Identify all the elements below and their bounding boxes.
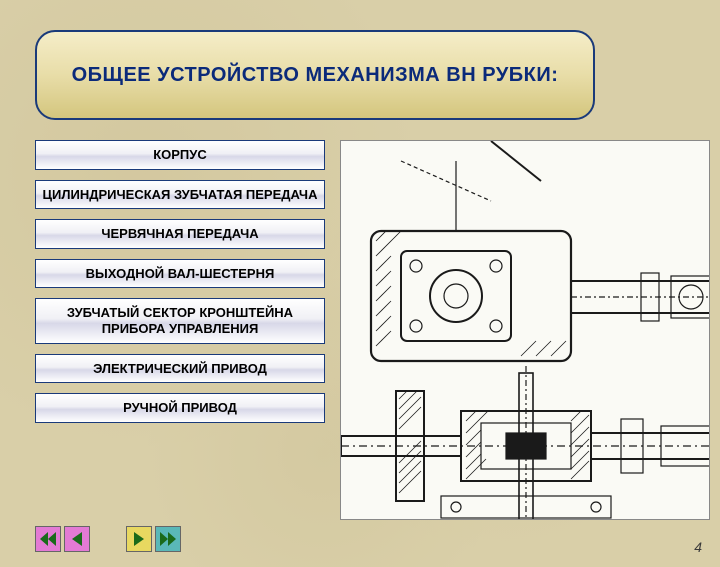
slide-title: ОБЩЕЕ УСТРОЙСТВО МЕХАНИЗМА ВН РУБКИ: <box>72 64 559 87</box>
nav-last-button[interactable] <box>155 526 181 552</box>
menu-item-korpus[interactable]: КОРПУС <box>35 140 325 170</box>
menu-item-cylindrical-gear[interactable]: ЦИЛИНДРИЧЕСКАЯ ЗУБЧАТАЯ ПЕРЕДАЧА <box>35 180 325 210</box>
menu-label: ЭЛЕКТРИЧЕСКИЙ ПРИВОД <box>93 361 267 377</box>
last-icon <box>160 532 176 546</box>
menu-label: ВЫХОДНОЙ ВАЛ-ШЕСТЕРНЯ <box>86 266 275 282</box>
menu-list: КОРПУС ЦИЛИНДРИЧЕСКАЯ ЗУБЧАТАЯ ПЕРЕДАЧА … <box>35 140 325 423</box>
menu-item-gear-sector[interactable]: ЗУБЧАТЫЙ СЕКТОР КРОНШТЕЙНА ПРИБОРА УПРАВ… <box>35 298 325 343</box>
nav-first-button[interactable] <box>35 526 61 552</box>
technical-diagram <box>340 140 710 520</box>
menu-item-electric-drive[interactable]: ЭЛЕКТРИЧЕСКИЙ ПРИВОД <box>35 354 325 384</box>
menu-label: ЗУБЧАТЫЙ СЕКТОР КРОНШТЕЙНА ПРИБОРА УПРАВ… <box>40 305 320 336</box>
next-icon <box>132 532 146 546</box>
menu-label: РУЧНОЙ ПРИВОД <box>123 400 237 416</box>
menu-label: ЧЕРВЯЧНАЯ ПЕРЕДАЧА <box>101 226 258 242</box>
nav-prev-button[interactable] <box>64 526 90 552</box>
menu-item-manual-drive[interactable]: РУЧНОЙ ПРИВОД <box>35 393 325 423</box>
nav-next-button[interactable] <box>126 526 152 552</box>
menu-item-output-shaft[interactable]: ВЫХОДНОЙ ВАЛ-ШЕСТЕРНЯ <box>35 259 325 289</box>
page-number: 4 <box>694 539 702 555</box>
first-icon <box>40 532 56 546</box>
menu-label: КОРПУС <box>153 147 207 163</box>
menu-label: ЦИЛИНДРИЧЕСКАЯ ЗУБЧАТАЯ ПЕРЕДАЧА <box>43 187 318 203</box>
title-panel: ОБЩЕЕ УСТРОЙСТВО МЕХАНИЗМА ВН РУБКИ: <box>35 30 595 120</box>
menu-item-worm-gear[interactable]: ЧЕРВЯЧНАЯ ПЕРЕДАЧА <box>35 219 325 249</box>
prev-icon <box>70 532 84 546</box>
nav-controls <box>35 526 181 552</box>
